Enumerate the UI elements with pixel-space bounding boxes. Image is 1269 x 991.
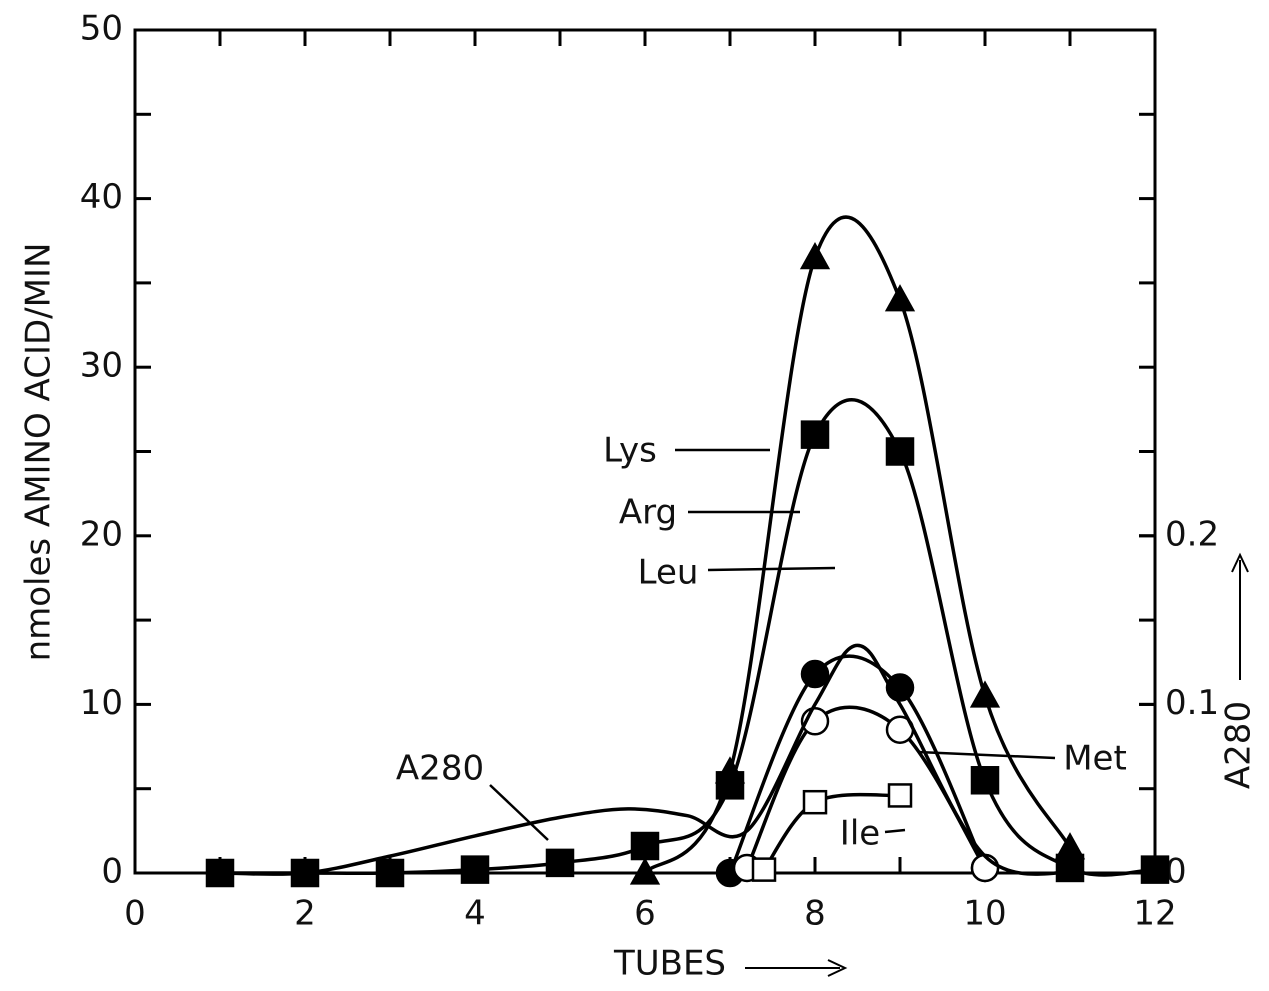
x-tick-label: 8: [804, 894, 826, 934]
annotation-leader: [917, 750, 1056, 760]
square-marker: [715, 771, 745, 800]
y-tick-label: 40: [80, 177, 123, 217]
series-label: A280: [396, 749, 484, 789]
y-tick-label: 30: [80, 346, 123, 386]
open-square-marker: [802, 789, 828, 815]
series-label: Arg: [619, 493, 677, 533]
y-tick-label: 10: [80, 683, 123, 723]
series-label: Leu: [638, 553, 699, 593]
triangle-marker: [884, 284, 916, 312]
y-tick-label: 50: [80, 9, 123, 49]
series-label: Ile: [840, 814, 880, 854]
x-axis-label: TUBES: [613, 944, 726, 984]
triangle-marker: [969, 680, 1001, 708]
y2-tick-label: 0.1: [1165, 683, 1219, 723]
open-circle-marker: [970, 853, 1000, 883]
x-tick-label: 12: [1133, 894, 1176, 934]
series-line: [728, 654, 987, 874]
triangle-marker: [799, 242, 831, 270]
x-tick-label: 0: [124, 894, 146, 934]
x-tick-label: 4: [464, 894, 486, 934]
annotation-leader: [884, 828, 906, 834]
x-tick-label: 10: [963, 894, 1006, 934]
series-label: Lys: [603, 431, 657, 471]
open-square-marker: [751, 857, 777, 882]
triangle-marker: [629, 857, 661, 885]
square-marker: [970, 766, 1000, 795]
x-axis-arrowhead: [827, 959, 848, 977]
series-line: [643, 215, 1072, 875]
y2-axis-label: A280: [1219, 701, 1259, 789]
square-marker: [885, 437, 915, 466]
series-line: [220, 398, 1156, 877]
y-axis-label: nmoles AMINO ACID/MIN: [19, 243, 59, 662]
open-square-marker: [887, 783, 913, 808]
y2-tick-label: 0.2: [1165, 514, 1219, 554]
series-line: [219, 643, 1071, 876]
square-marker: [800, 420, 830, 449]
y-tick-label: 0: [101, 852, 123, 892]
square-marker: [630, 831, 660, 861]
annotation-leader: [489, 784, 549, 841]
square-marker: [1140, 855, 1170, 884]
series-label: Met: [1063, 739, 1127, 779]
square-marker: [460, 855, 490, 884]
annotation-leader: [707, 566, 836, 572]
y-tick-label: 20: [80, 514, 123, 554]
circle-marker: [800, 659, 830, 689]
square-marker: [1055, 853, 1085, 883]
y2-tick-label: 0: [1165, 852, 1187, 892]
x-tick-label: 6: [634, 894, 656, 934]
y2-axis-arrowhead: [1231, 552, 1249, 573]
square-marker: [375, 858, 405, 888]
square-marker: [545, 848, 575, 878]
x-tick-label: 2: [294, 894, 316, 934]
